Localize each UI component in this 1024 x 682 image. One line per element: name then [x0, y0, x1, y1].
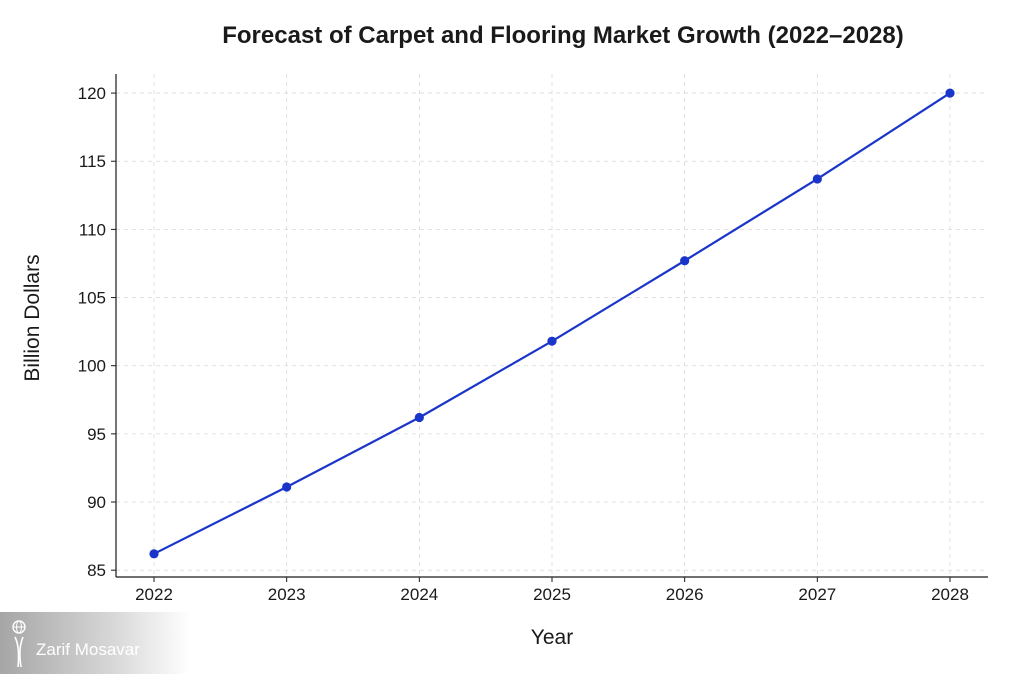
watermark-text: Zarif Mosavar: [36, 640, 140, 659]
grid-lines: [116, 74, 988, 577]
data-point: [812, 174, 822, 184]
watermark: Zarif Mosavar: [0, 612, 190, 674]
y-tick-label: 120: [78, 84, 106, 103]
y-tick-label: 105: [78, 289, 106, 308]
y-tick-label: 110: [79, 220, 106, 239]
x-tick-label: 2026: [666, 585, 704, 604]
y-tick-label: 85: [87, 561, 106, 580]
x-tick-label: 2024: [400, 585, 438, 604]
data-point: [547, 336, 557, 346]
data-point: [680, 256, 690, 266]
y-tick-label: 90: [87, 493, 106, 512]
person-globe-logo-icon: [12, 620, 26, 668]
x-tick-label: 2025: [533, 585, 571, 604]
x-tick-label: 2027: [798, 585, 836, 604]
data-point: [149, 549, 159, 559]
x-tick-label: 2023: [268, 585, 306, 604]
data-point: [414, 412, 424, 423]
y-tick-label: 115: [79, 152, 106, 171]
x-ticks: 2022 2023 2024 2025 2026 2027 2028: [135, 577, 969, 604]
x-tick-label: 2028: [931, 585, 969, 604]
x-axis-label: Year: [531, 626, 573, 649]
data-point: [945, 88, 955, 98]
chart-title: Forecast of Carpet and Flooring Market G…: [222, 22, 904, 49]
y-axis-label: Billion Dollars: [21, 254, 44, 381]
series: [149, 88, 955, 559]
y-tick-label: 95: [87, 425, 106, 444]
data-point: [282, 482, 292, 492]
y-ticks: 85 90 95 100 105 110 115 120: [78, 84, 116, 580]
y-tick-label: 100: [78, 357, 106, 376]
x-tick-label: 2022: [135, 585, 173, 604]
